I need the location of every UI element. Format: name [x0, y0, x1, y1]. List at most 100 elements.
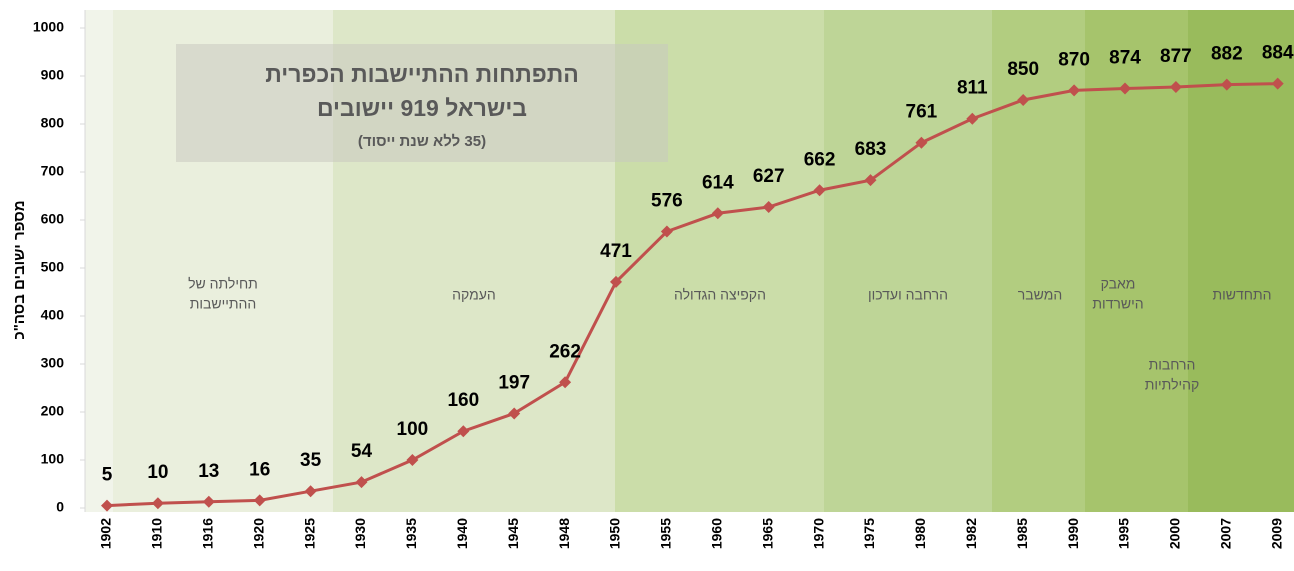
x-tick-label: 1995	[1116, 518, 1132, 549]
data-point	[711, 207, 724, 220]
data-label: 160	[447, 390, 479, 411]
data-label: 5	[102, 465, 113, 486]
data-point	[1068, 84, 1081, 97]
data-label: 13	[198, 461, 219, 482]
data-point	[1119, 82, 1131, 95]
data-point	[559, 376, 572, 389]
x-tick-label: 1970	[810, 518, 826, 549]
x-tick-label: 1985	[1014, 518, 1030, 549]
data-label: 262	[549, 341, 581, 362]
y-tick-label: 100	[41, 451, 65, 467]
x-tick-label: 2007	[1218, 518, 1234, 549]
y-tick-label: 500	[41, 259, 65, 275]
data-point	[915, 136, 928, 149]
y-tick-label: 700	[41, 163, 65, 179]
data-point	[813, 184, 826, 197]
period-label: מאבק	[1101, 276, 1136, 292]
data-label: 662	[804, 149, 836, 170]
x-tick-label: 1975	[861, 518, 877, 549]
y-tick-label: 0	[56, 499, 64, 515]
x-tick-label: 1945	[505, 518, 521, 549]
y-tick-label: 600	[41, 211, 65, 227]
period-label: קהילתיות	[1145, 377, 1200, 393]
data-label: 882	[1211, 44, 1243, 65]
data-label: 16	[249, 459, 270, 480]
x-tick-label: 2000	[1167, 518, 1183, 549]
x-tick-label: 1925	[301, 518, 317, 549]
data-point	[1169, 81, 1182, 94]
data-point	[1017, 94, 1030, 106]
x-tick-label: 1920	[250, 518, 266, 549]
data-point	[304, 485, 317, 498]
data-label: 761	[906, 102, 938, 123]
period-label: ההתיישבות	[190, 296, 257, 312]
period-label: הישרדות	[1092, 296, 1143, 312]
data-point	[864, 174, 877, 187]
x-tick-label: 1940	[454, 518, 470, 549]
period-label: התחדשות	[1212, 287, 1271, 303]
period-label: הרחבה ועדכון	[868, 287, 948, 303]
data-label: 197	[498, 372, 530, 393]
y-tick-label: 900	[41, 67, 65, 83]
data-point	[457, 425, 470, 438]
data-point	[151, 497, 164, 510]
x-tick-label: 1965	[759, 518, 775, 549]
data-point	[660, 225, 673, 238]
y-tick-label: 1000	[33, 19, 64, 35]
x-tick-label: 1910	[149, 518, 165, 549]
period-label: תחילתה של	[188, 276, 258, 292]
title-box	[176, 44, 668, 162]
data-label: 870	[1058, 49, 1090, 70]
band	[992, 10, 1085, 512]
band	[1188, 10, 1294, 512]
data-point	[406, 454, 419, 466]
data-label: 884	[1262, 43, 1294, 64]
x-tick-label: 1960	[709, 518, 725, 549]
data-point	[101, 499, 113, 512]
x-tick-label: 1902	[98, 518, 114, 549]
y-tick-label: 800	[41, 115, 65, 131]
data-label: 874	[1109, 47, 1141, 68]
data-point	[1271, 77, 1284, 90]
data-label: 100	[397, 419, 429, 440]
band	[1085, 10, 1188, 512]
x-tick-label: 1948	[556, 518, 572, 549]
band	[824, 10, 992, 512]
y-tick-label: 200	[41, 403, 65, 419]
y-axis-label: מספר ישובים בסה"כ	[11, 200, 28, 339]
chart-subtitle: (35 ללא שנת ייסוד)	[358, 133, 486, 150]
data-label: 877	[1160, 46, 1192, 67]
data-point	[355, 476, 368, 489]
data-label: 627	[753, 166, 785, 187]
x-tick-label: 1916	[200, 518, 216, 549]
data-line	[106, 82, 1278, 508]
x-tick-label: 1990	[1065, 518, 1081, 549]
x-tick-label: 1950	[607, 518, 623, 549]
x-tick-label: 1980	[912, 518, 928, 549]
data-point	[202, 495, 215, 508]
chart-title: בישראל 919 יישובים	[317, 95, 527, 121]
data-point	[966, 112, 979, 125]
data-label: 35	[300, 450, 322, 471]
x-tick-label: 1955	[658, 518, 674, 549]
x-tick-label: 1930	[352, 518, 368, 549]
y-tick-label: 400	[41, 307, 65, 323]
data-label: 614	[702, 172, 734, 193]
band	[85, 10, 113, 512]
data-point	[1220, 78, 1233, 91]
data-label: 576	[651, 191, 683, 212]
period-label: הרחבות	[1149, 357, 1196, 373]
data-point	[253, 494, 266, 507]
data-point	[508, 407, 521, 420]
data-label: 471	[600, 241, 632, 262]
data-label: 54	[351, 441, 373, 462]
data-point	[762, 201, 775, 214]
x-tick-label: 1935	[403, 518, 419, 549]
chart-title: התפתחות ההתיישבות הכפרית	[265, 61, 579, 87]
x-tick-label: 2009	[1268, 518, 1284, 549]
data-label: 811	[957, 78, 988, 99]
data-label: 850	[1007, 59, 1039, 80]
period-label: המשבר	[1018, 287, 1062, 303]
x-tick-label: 1982	[963, 518, 979, 549]
